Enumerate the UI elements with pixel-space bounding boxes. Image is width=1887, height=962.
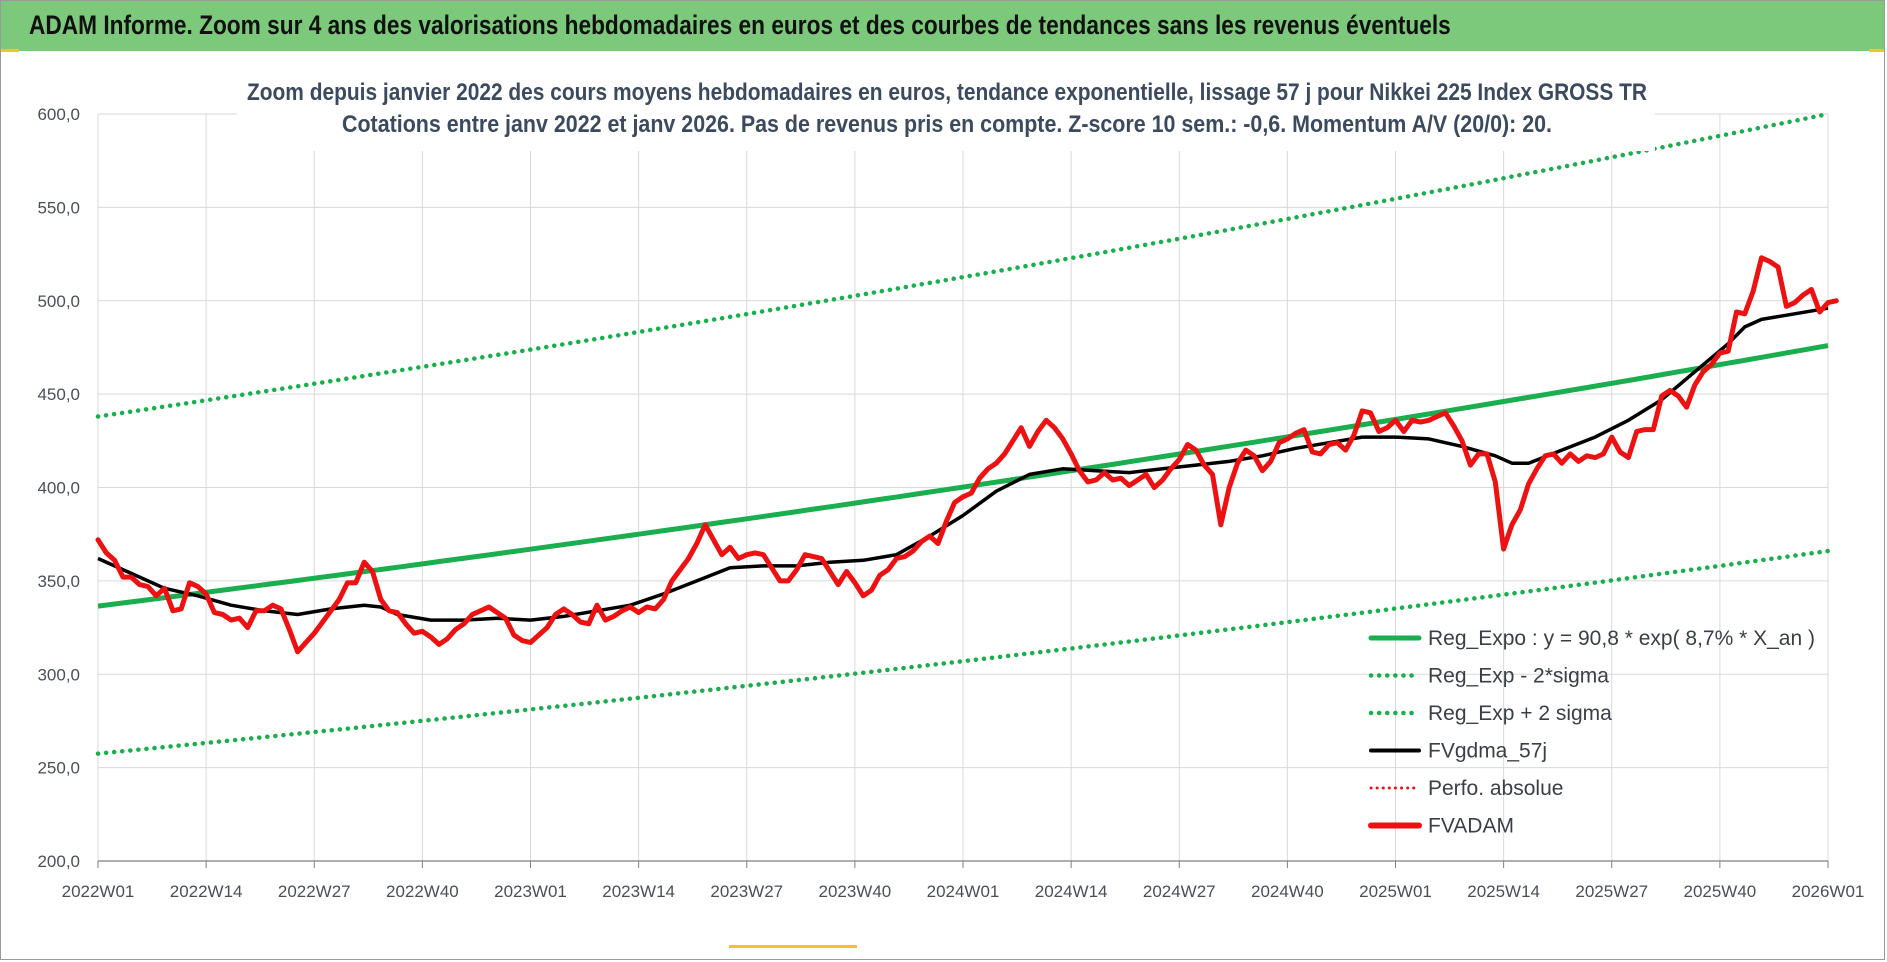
x-tick-label: 2024W14 [1035,882,1108,901]
plot-area [95,112,1839,756]
legend-label-reg_minus: Reg_Exp - 2*sigma [1428,665,1609,688]
x-tick-label: 2022W27 [278,882,351,901]
y-tick-label: 200,0 [37,852,80,871]
legend-label-fvadam: FVADAM [1428,815,1514,838]
series-reg_plus-line [95,112,1831,419]
accent-mark-right [1869,49,1884,52]
chart-title-line: Zoom depuis janvier 2022 des cours moyen… [247,79,1647,106]
accent-mark-left [1,49,19,52]
legend-label-reg_plus: Reg_Exp + 2 sigma [1428,702,1612,725]
x-tick-label: 2022W14 [170,882,243,901]
x-tick-label: 2026W01 [1792,882,1865,901]
y-tick-label: 300,0 [37,665,80,684]
legend-label-perfo: Perfo. absolue [1428,777,1563,800]
y-tick-label: 350,0 [37,572,80,591]
x-tick-label: 2023W27 [710,882,783,901]
x-tick-label: 2025W01 [1359,882,1432,901]
y-tick-label: 600,0 [37,105,80,124]
banner-title: ADAM Informe. Zoom sur 4 ans des valoris… [29,10,1451,40]
series-reg_minus-line [95,548,1831,756]
legend-label-reg_expo: Reg_Expo : y = 90,8 * exp( 8,7% * X_an ) [1428,627,1815,650]
x-tick-label: 2025W14 [1467,882,1540,901]
x-tick-label: 2024W27 [1143,882,1216,901]
series-reg-expo-line [97,343,1829,609]
x-tick-label: 2024W01 [927,882,1000,901]
x-tick-label: 2023W40 [818,882,891,901]
y-tick-label: 400,0 [37,479,80,498]
chart-title-box [237,71,1655,151]
y-tick-label: 550,0 [37,198,80,217]
y-tick-label: 250,0 [37,759,80,778]
x-tick-label: 2023W14 [602,882,675,901]
x-tick-label: 2025W27 [1575,882,1648,901]
x-tick-label: 2025W40 [1683,882,1756,901]
series-fvadam-line [95,255,1839,655]
x-tick-label: 2022W40 [386,882,459,901]
y-tick-label: 500,0 [37,292,80,311]
chart-legend: Reg_Expo : y = 90,8 * exp( 8,7% * X_an )… [1368,627,1815,838]
accent-mark-bottom [729,945,857,948]
legend-label-fvgdma: FVgdma_57j [1428,740,1547,763]
chart-title-line: Cotations entre janv 2022 et janv 2026. … [342,111,1552,138]
header-banner: ADAM Informe. Zoom sur 4 ans des valoris… [1,1,1884,51]
x-tick-label: 2024W40 [1251,882,1324,901]
y-tick-label: 450,0 [37,385,80,404]
x-tick-label: 2022W01 [62,882,135,901]
x-tick-label: 2023W01 [494,882,567,901]
